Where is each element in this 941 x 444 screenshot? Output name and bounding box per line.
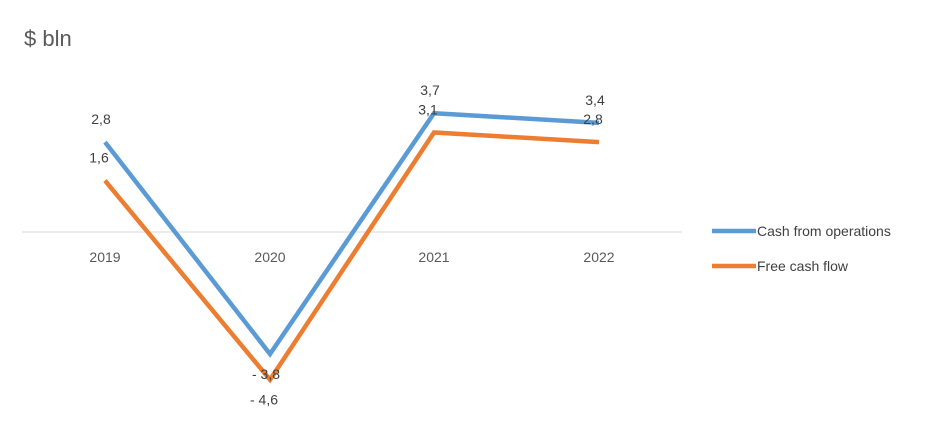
x-tick-label-2022: 2022 bbox=[583, 249, 614, 265]
x-tick-label-2020: 2020 bbox=[254, 249, 285, 265]
legend-label-cash-from-operations: Cash from operations bbox=[757, 223, 891, 239]
data-label-cash-from-operations-2020: - 3,8 bbox=[252, 366, 280, 382]
legend-label-free-cash-flow: Free cash flow bbox=[757, 258, 849, 274]
data-label-free-cash-flow-2019: 1,6 bbox=[89, 150, 109, 166]
series-line-cash-from-operations bbox=[103, 110, 600, 358]
series-line-free-cash-flow bbox=[103, 130, 600, 384]
data-label-cash-from-operations-2021: 3,7 bbox=[420, 82, 440, 98]
data-label-free-cash-flow-2020: - 4,6 bbox=[250, 392, 278, 408]
chart-unit-title: $ bln bbox=[24, 26, 72, 51]
data-label-cash-from-operations-2022: 3,4 bbox=[585, 92, 605, 108]
x-tick-label-2021: 2021 bbox=[418, 249, 449, 265]
data-label-free-cash-flow-2021: 3,1 bbox=[418, 102, 438, 118]
data-label-cash-from-operations-2019: 2,8 bbox=[91, 111, 111, 127]
legend-item-free-cash-flow: Free cash flow bbox=[712, 258, 849, 274]
legend-item-cash-from-operations: Cash from operations bbox=[712, 223, 891, 239]
x-tick-label-2019: 2019 bbox=[89, 249, 120, 265]
data-label-free-cash-flow-2022: 2,8 bbox=[583, 111, 603, 127]
